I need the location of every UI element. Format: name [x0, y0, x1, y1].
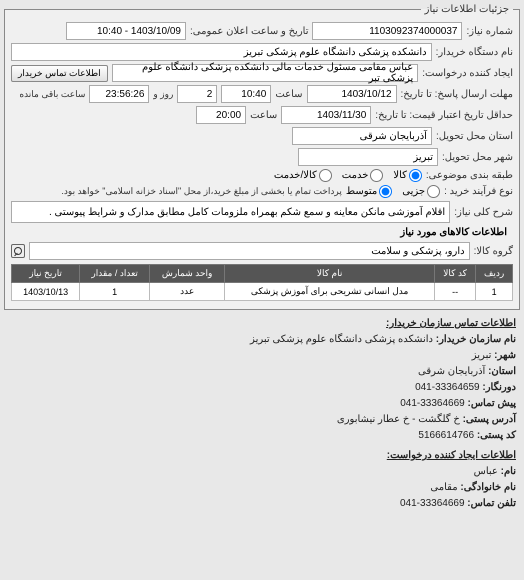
table-header-cell: واحد شمارش — [150, 265, 225, 283]
buyer-contact-button[interactable]: اطلاعات تماس خریدار — [11, 65, 108, 82]
buyer-name-field: دانشکده پزشکی دانشگاه علوم پزشکی تبریز — [11, 43, 432, 61]
table-cell: عدد — [150, 283, 225, 301]
province-label: استان محل تحویل: — [436, 131, 513, 142]
radio-goods[interactable]: کالا — [393, 169, 422, 182]
table-row: 1--مدل انسانی تشریحی برای آموزش پزشکیعدد… — [12, 283, 513, 301]
city-label: شهر محل تحویل: — [442, 152, 513, 163]
validity-time-field: 20:00 — [196, 106, 246, 124]
announce-label: تاریخ و ساعت اعلان عمومی: — [190, 26, 309, 37]
category-radio-group: کالا خدمت کالا/خدمت — [274, 169, 422, 182]
requester-contact-header: اطلاعات ایجاد کننده درخواست: — [8, 448, 516, 464]
deadline-time-label: ساعت — [275, 89, 302, 100]
process-label: نوع فرآیند خرید : — [444, 186, 513, 197]
subject-field: اقلام آموزشی مانکن معاینه و سمع شکم بهمر… — [11, 201, 450, 223]
validity-label: حداقل تاریخ اعتبار قیمت: تا تاریخ: — [375, 110, 513, 121]
buyer-contact-header: اطلاعات تماس سازمان خریدار: — [8, 316, 516, 332]
table-header-row: ردیفکد کالانام کالاواحد شمارشتعداد / مقد… — [12, 265, 513, 283]
budget-label: طبقه بندی موضوعی: — [426, 170, 513, 181]
table-cell: مدل انسانی تشریحی برای آموزش پزشکی — [225, 283, 435, 301]
remain-time-label: ساعت باقی مانده — [19, 89, 85, 100]
remain-days-field: 2 — [177, 85, 217, 103]
table-header-cell: تاریخ نیاز — [12, 265, 80, 283]
validity-date-field: 1403/11/30 — [281, 106, 371, 124]
radio-service[interactable]: خدمت — [342, 169, 384, 182]
province-field: آذربایجان شرقی — [292, 127, 432, 145]
subject-label: شرح کلی نیاز: — [454, 207, 513, 218]
buyer-contact-info: اطلاعات تماس سازمان خریدار: نام سازمان خ… — [8, 316, 516, 512]
creator-label: ایجاد کننده درخواست: — [422, 68, 513, 79]
table-cell: 1 — [80, 283, 150, 301]
remain-days-label: روز و — [153, 89, 173, 100]
creator-field: عباس مقامی مسئول خدمات مالی دانشکده پزشک… — [112, 64, 419, 82]
city-field: تبریز — [298, 148, 438, 166]
process-radio-group: جزیی متوسط — [346, 185, 440, 198]
remain-time-field: 23:56:26 — [89, 85, 149, 103]
table-body: 1--مدل انسانی تشریحی برای آموزش پزشکیعدد… — [12, 283, 513, 301]
need-details-panel: جزئیات اطلاعات نیاز شماره نیاز: 11030923… — [4, 4, 520, 310]
search-icon[interactable] — [11, 244, 25, 258]
radio-both[interactable]: کالا/خدمت — [274, 169, 332, 182]
table-cell: 1 — [476, 283, 513, 301]
panel-title: جزئیات اطلاعات نیاز — [421, 4, 513, 15]
process-note: پرداخت تمام یا بخشی از مبلغ خرید،از محل … — [61, 186, 341, 197]
need-number-label: شماره نیاز: — [466, 26, 513, 37]
items-section-title: اطلاعات کالاهای مورد نیاز — [17, 227, 507, 238]
table-header-cell: کد کالا — [435, 265, 476, 283]
announce-field: 1403/10/09 - 10:40 — [66, 22, 186, 40]
radio-partial[interactable]: جزیی — [402, 185, 440, 198]
table-header-cell: تعداد / مقدار — [80, 265, 150, 283]
deadline-label: مهلت ارسال پاسخ: تا تاریخ: — [401, 89, 513, 100]
table-cell: -- — [435, 283, 476, 301]
group-label: گروه کالا: — [474, 246, 513, 257]
buyer-name-label: نام دستگاه خریدار: — [436, 47, 513, 58]
radio-medium[interactable]: متوسط — [346, 185, 392, 198]
table-cell: 1403/10/13 — [12, 283, 80, 301]
deadline-time-field: 10:40 — [221, 85, 271, 103]
validity-time-label: ساعت — [250, 110, 277, 121]
need-number-field: 1103092374000037 — [312, 22, 462, 40]
group-field: دارو، پزشکی و سلامت — [29, 242, 470, 260]
table-header-cell: نام کالا — [225, 265, 435, 283]
items-table: ردیفکد کالانام کالاواحد شمارشتعداد / مقد… — [11, 264, 513, 301]
table-header-cell: ردیف — [476, 265, 513, 283]
deadline-date-field: 1403/10/12 — [307, 85, 397, 103]
